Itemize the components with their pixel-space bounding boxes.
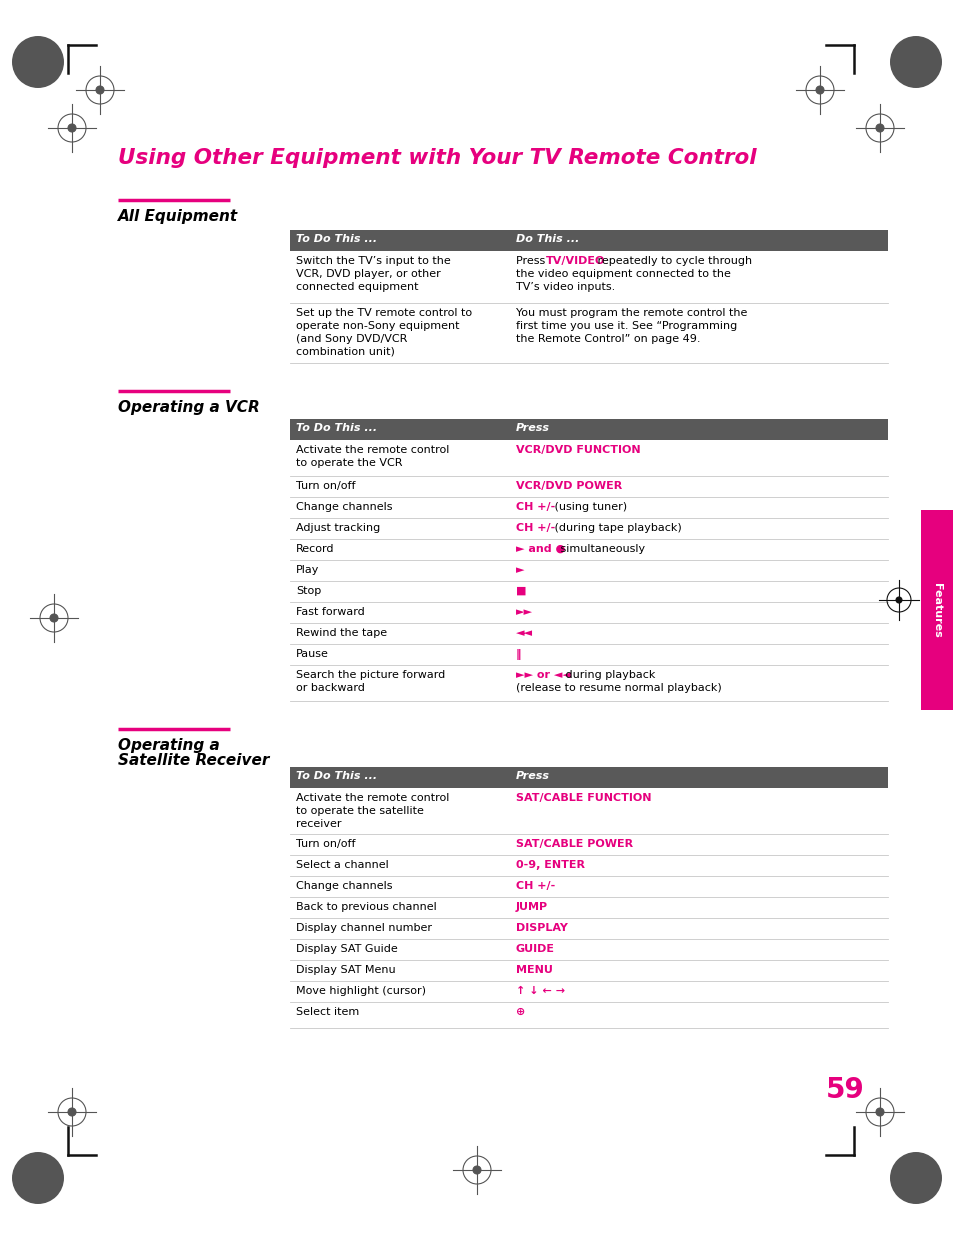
Text: simultaneously: simultaneously <box>556 543 644 555</box>
Text: Press: Press <box>516 256 548 266</box>
Circle shape <box>875 1108 883 1116</box>
Text: Operating a: Operating a <box>118 739 219 753</box>
Circle shape <box>68 124 76 132</box>
Text: (release to resume normal playback): (release to resume normal playback) <box>516 683 721 693</box>
Text: Search the picture forward: Search the picture forward <box>295 671 445 680</box>
Circle shape <box>889 1152 941 1204</box>
Text: GUIDE: GUIDE <box>516 944 555 953</box>
Text: to operate the VCR: to operate the VCR <box>295 458 402 468</box>
Text: Activate the remote control: Activate the remote control <box>295 445 449 454</box>
Text: Do This ...: Do This ... <box>516 233 578 245</box>
Circle shape <box>68 1108 76 1116</box>
Bar <box>920 510 953 710</box>
Text: Display SAT Guide: Display SAT Guide <box>295 944 397 953</box>
Circle shape <box>875 124 883 132</box>
Text: Change channels: Change channels <box>295 501 392 513</box>
Text: TV’s video inputs.: TV’s video inputs. <box>516 282 615 291</box>
Text: Play: Play <box>295 564 319 576</box>
Text: ◄◄: ◄◄ <box>516 629 533 638</box>
Text: CH +/-: CH +/- <box>516 522 555 534</box>
Text: Select item: Select item <box>295 1007 359 1016</box>
Text: VCR, DVD player, or other: VCR, DVD player, or other <box>295 269 440 279</box>
Text: ⊕: ⊕ <box>516 1007 525 1016</box>
Text: connected equipment: connected equipment <box>295 282 418 291</box>
Text: Satellite Receiver: Satellite Receiver <box>118 753 269 768</box>
Text: To Do This ...: To Do This ... <box>295 233 376 245</box>
Text: SAT/CABLE POWER: SAT/CABLE POWER <box>516 839 633 848</box>
Circle shape <box>889 36 941 88</box>
Text: To Do This ...: To Do This ... <box>295 424 376 433</box>
Circle shape <box>12 1152 64 1204</box>
Text: SAT/CABLE FUNCTION: SAT/CABLE FUNCTION <box>516 793 651 803</box>
Text: ↑ ↓ ← →: ↑ ↓ ← → <box>516 986 564 995</box>
Text: to operate the satellite: to operate the satellite <box>295 806 423 816</box>
Text: Using Other Equipment with Your TV Remote Control: Using Other Equipment with Your TV Remot… <box>118 148 756 168</box>
Text: You must program the remote control the: You must program the remote control the <box>516 308 746 317</box>
Text: Select a channel: Select a channel <box>295 860 388 869</box>
Text: combination unit): combination unit) <box>295 347 395 357</box>
Text: first time you use it. See “Programming: first time you use it. See “Programming <box>516 321 737 331</box>
Text: MENU: MENU <box>516 965 553 974</box>
Text: Activate the remote control: Activate the remote control <box>295 793 449 803</box>
Text: Back to previous channel: Back to previous channel <box>295 902 436 911</box>
Text: To Do This ...: To Do This ... <box>295 771 376 781</box>
Text: Display channel number: Display channel number <box>295 923 432 932</box>
Text: Switch the TV’s input to the: Switch the TV’s input to the <box>295 256 450 266</box>
Text: Adjust tracking: Adjust tracking <box>295 522 380 534</box>
Text: Press: Press <box>516 771 550 781</box>
Text: CH +/-: CH +/- <box>516 881 555 890</box>
Bar <box>290 419 887 440</box>
Circle shape <box>50 614 58 622</box>
Text: CH +/-: CH +/- <box>516 501 555 513</box>
Text: 59: 59 <box>824 1076 863 1104</box>
Circle shape <box>12 36 64 88</box>
Text: during playback: during playback <box>562 671 655 680</box>
Text: ►►: ►► <box>516 606 533 618</box>
Text: Move highlight (cursor): Move highlight (cursor) <box>295 986 426 995</box>
Text: Change channels: Change channels <box>295 881 392 890</box>
Text: Rewind the tape: Rewind the tape <box>295 629 387 638</box>
Text: VCR/DVD POWER: VCR/DVD POWER <box>516 480 621 492</box>
Circle shape <box>473 1166 480 1174</box>
Text: ►: ► <box>516 564 524 576</box>
Text: receiver: receiver <box>295 819 341 829</box>
Text: (using tuner): (using tuner) <box>550 501 626 513</box>
Text: Turn on/off: Turn on/off <box>295 480 355 492</box>
Text: TV/VIDEO: TV/VIDEO <box>545 256 605 266</box>
Text: ‖: ‖ <box>516 650 521 659</box>
Text: Set up the TV remote control to: Set up the TV remote control to <box>295 308 472 317</box>
Text: Features: Features <box>931 583 942 637</box>
Text: Fast forward: Fast forward <box>295 606 364 618</box>
Circle shape <box>815 86 823 94</box>
Bar <box>290 767 887 788</box>
Text: (during tape playback): (during tape playback) <box>550 522 680 534</box>
Text: ►► or ◄◄: ►► or ◄◄ <box>516 671 570 680</box>
Text: Record: Record <box>295 543 335 555</box>
Text: VCR/DVD FUNCTION: VCR/DVD FUNCTION <box>516 445 640 454</box>
Text: or backward: or backward <box>295 683 364 693</box>
Circle shape <box>895 597 901 603</box>
Text: 0-9, ENTER: 0-9, ENTER <box>516 860 584 869</box>
Text: Turn on/off: Turn on/off <box>295 839 355 848</box>
Text: ► and ●: ► and ● <box>516 543 565 555</box>
Text: Pause: Pause <box>295 650 329 659</box>
Text: Operating a VCR: Operating a VCR <box>118 400 259 415</box>
Text: Display SAT Menu: Display SAT Menu <box>295 965 395 974</box>
Text: All Equipment: All Equipment <box>118 209 238 224</box>
Text: Press: Press <box>516 424 550 433</box>
Circle shape <box>96 86 104 94</box>
Text: (and Sony DVD/VCR: (and Sony DVD/VCR <box>295 333 407 345</box>
Text: repeatedly to cycle through: repeatedly to cycle through <box>594 256 751 266</box>
Text: operate non-Sony equipment: operate non-Sony equipment <box>295 321 459 331</box>
Text: ■: ■ <box>516 585 526 597</box>
Bar <box>290 230 887 251</box>
Text: Stop: Stop <box>295 585 321 597</box>
Text: the video equipment connected to the: the video equipment connected to the <box>516 269 730 279</box>
Text: DISPLAY: DISPLAY <box>516 923 567 932</box>
Text: JUMP: JUMP <box>516 902 548 911</box>
Text: the Remote Control” on page 49.: the Remote Control” on page 49. <box>516 333 700 345</box>
